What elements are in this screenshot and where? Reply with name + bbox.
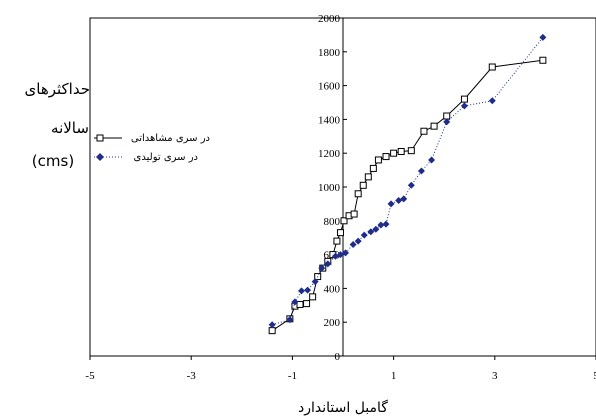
legend-item-generated: در سری تولیدی bbox=[94, 152, 198, 163]
data-point bbox=[539, 56, 547, 64]
x-tick-label: -1 bbox=[288, 370, 297, 382]
data-point bbox=[364, 173, 372, 181]
data-point bbox=[428, 156, 436, 164]
data-point bbox=[298, 287, 306, 295]
data-point bbox=[397, 148, 405, 156]
data-point bbox=[340, 217, 348, 225]
x-tick-label: -5 bbox=[85, 370, 95, 382]
data-point bbox=[488, 63, 496, 71]
data-point bbox=[291, 298, 299, 306]
data-point bbox=[359, 181, 367, 189]
data-point bbox=[407, 181, 415, 189]
data-point bbox=[420, 127, 428, 135]
data-point bbox=[460, 95, 468, 103]
x-tick-label: 3 bbox=[492, 370, 498, 382]
data-point bbox=[324, 260, 332, 268]
data-point bbox=[336, 229, 344, 237]
data-point bbox=[488, 97, 496, 105]
data-point bbox=[318, 264, 326, 272]
x-axis-title: گامبل استاندارد bbox=[298, 399, 388, 416]
legend-generated-label: در سری تولیدی bbox=[134, 152, 198, 163]
x-tick-label: 1 bbox=[391, 370, 397, 382]
data-point bbox=[382, 220, 390, 228]
data-point bbox=[268, 327, 276, 335]
y-tick-label: 1600 bbox=[318, 81, 341, 93]
series-0 bbox=[268, 56, 547, 335]
data-point bbox=[407, 147, 415, 155]
y-tick-label: 1200 bbox=[318, 148, 341, 160]
y-axis-title: حداکثرهای سالانه (cms) bbox=[25, 80, 90, 170]
y-tick-label: 400 bbox=[324, 283, 341, 295]
y-tick-label: 1000 bbox=[318, 182, 341, 194]
y-tick-label: 0 bbox=[335, 351, 341, 363]
legend: در سری مشاهداتی در سری تولیدی bbox=[94, 133, 210, 163]
data-point bbox=[360, 231, 368, 239]
x-tick-label: 5 bbox=[593, 370, 596, 382]
data-point bbox=[460, 102, 468, 110]
y-tick-label: 200 bbox=[324, 317, 341, 329]
data-point bbox=[400, 195, 408, 203]
data-point bbox=[342, 249, 350, 257]
y-axis-title-line-3: (cms) bbox=[32, 152, 74, 170]
data-point bbox=[369, 164, 377, 172]
data-point bbox=[331, 252, 339, 260]
data-point bbox=[311, 278, 319, 286]
x-tick-group: -5 -3 -1 1 3 5 bbox=[85, 356, 596, 382]
data-point bbox=[382, 153, 390, 161]
data-point bbox=[390, 149, 398, 157]
data-point bbox=[303, 300, 311, 308]
y-tick-label: 1400 bbox=[318, 114, 341, 126]
series-line bbox=[271, 59, 543, 332]
data-point bbox=[268, 321, 276, 329]
legend-observed-marker bbox=[96, 134, 104, 142]
data-point bbox=[333, 237, 341, 245]
series-layer bbox=[268, 33, 547, 335]
data-point bbox=[350, 210, 358, 218]
data-point bbox=[367, 228, 375, 236]
x-tick-label: -3 bbox=[187, 370, 197, 382]
data-point bbox=[443, 112, 451, 120]
y-axis-title-line-1: حداکثرهای bbox=[25, 80, 90, 98]
data-point bbox=[377, 221, 385, 229]
data-point bbox=[374, 156, 382, 164]
data-point bbox=[372, 225, 380, 233]
y-tick-label: 800 bbox=[324, 216, 341, 228]
data-point bbox=[539, 33, 547, 41]
data-point bbox=[443, 118, 451, 126]
legend-generated-marker bbox=[96, 153, 104, 161]
data-point bbox=[349, 240, 357, 248]
y-tick-label: 2000 bbox=[318, 13, 341, 25]
series-1 bbox=[268, 33, 547, 329]
data-point bbox=[296, 300, 304, 308]
data-point bbox=[309, 293, 317, 301]
data-point bbox=[430, 122, 438, 130]
legend-observed-label: در سری مشاهداتی bbox=[131, 133, 210, 144]
data-point bbox=[304, 286, 312, 294]
y-axis-title-line-2: سالانه bbox=[51, 119, 89, 137]
y-tick-label: 1800 bbox=[318, 47, 341, 59]
data-point bbox=[286, 316, 294, 324]
data-point bbox=[387, 200, 395, 208]
data-point bbox=[417, 167, 425, 175]
legend-item-observed: در سری مشاهداتی bbox=[94, 133, 210, 144]
data-point bbox=[354, 190, 362, 198]
data-point bbox=[354, 237, 362, 245]
